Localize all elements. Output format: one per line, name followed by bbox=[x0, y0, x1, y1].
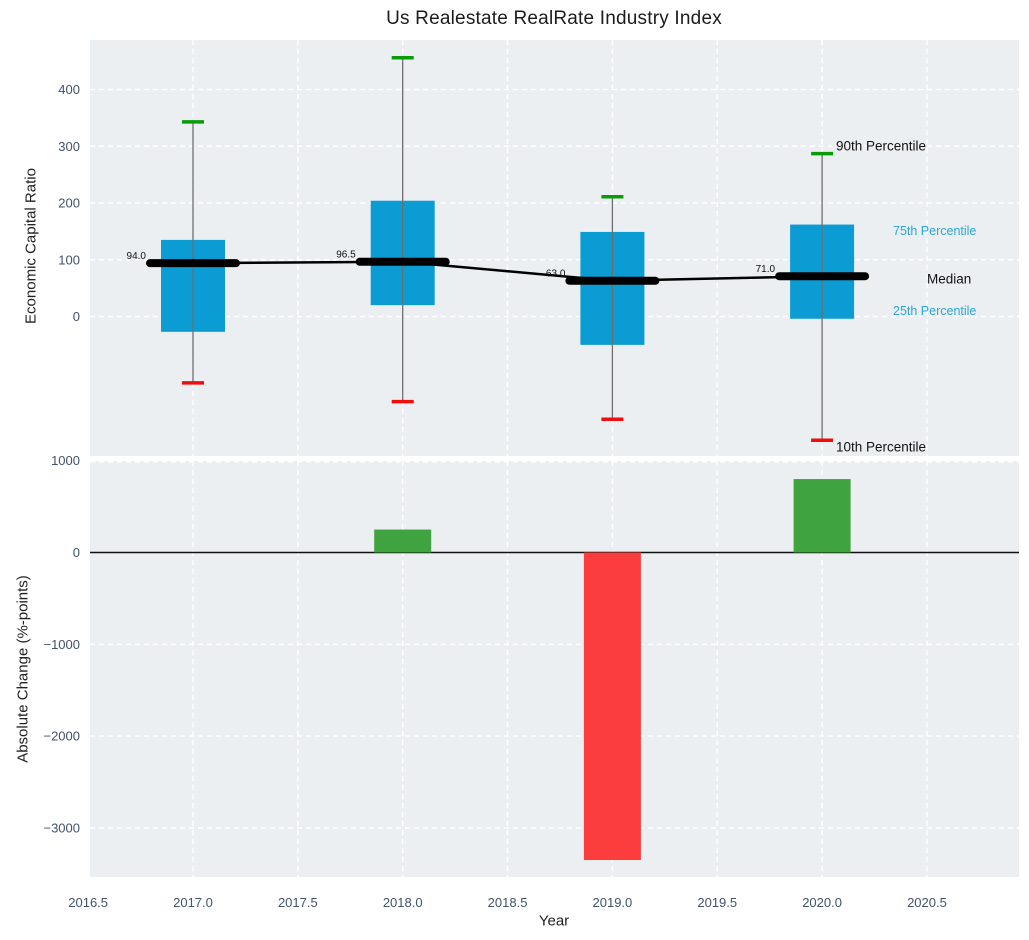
chart-title: Us Realestate RealRate Industry Index bbox=[386, 8, 722, 29]
bottom-plot-background bbox=[90, 461, 1019, 877]
top-plot-background bbox=[90, 40, 1019, 456]
x-tick-label: 2017.0 bbox=[173, 895, 213, 910]
x-tick-label: 2020.5 bbox=[907, 895, 947, 910]
x-tick-label: 2018.0 bbox=[383, 895, 423, 910]
y-tick-label-bottom: 1000 bbox=[51, 453, 80, 468]
y-tick-label-top: 0 bbox=[73, 309, 80, 324]
annotation-median: Median bbox=[927, 271, 972, 287]
y-tick-label-top: 400 bbox=[58, 82, 80, 97]
x-tick-label: 2017.5 bbox=[278, 895, 318, 910]
x-tick-label: 2019.0 bbox=[593, 895, 633, 910]
annotation-75th-percentile: 75th Percentile bbox=[893, 224, 977, 238]
y-tick-label-bottom: −1000 bbox=[43, 637, 80, 652]
median-value-label-2020: 71.0 bbox=[756, 264, 776, 275]
y-tick-label-top: 200 bbox=[58, 196, 80, 211]
y-tick-label-top: 300 bbox=[58, 139, 80, 154]
bar-2019 bbox=[583, 552, 641, 861]
bar-2020 bbox=[793, 479, 851, 553]
x-tick-label: 2018.5 bbox=[488, 895, 528, 910]
annotation-90th-percentile: 90th Percentile bbox=[836, 138, 927, 154]
y-axis-label-top: Economic Capital Ratio bbox=[22, 168, 40, 324]
bar-2018 bbox=[374, 529, 432, 553]
x-tick-label: 2019.5 bbox=[697, 895, 737, 910]
y-tick-label-top: 100 bbox=[58, 252, 80, 267]
y-axis-label-bottom: Absolute Change (%-points) bbox=[14, 575, 32, 763]
annotation-10th-percentile: 10th Percentile bbox=[836, 439, 927, 455]
x-tick-label: 2020.0 bbox=[802, 895, 842, 910]
x-axis-label: Year bbox=[538, 912, 570, 930]
y-tick-label-bottom: −3000 bbox=[43, 820, 80, 835]
median-value-label-2018: 96.5 bbox=[336, 250, 356, 261]
x-tick-label: 2016.5 bbox=[68, 895, 108, 910]
y-tick-label-bottom: −2000 bbox=[43, 729, 80, 744]
y-tick-label-bottom: 0 bbox=[73, 545, 80, 560]
median-connector-line bbox=[192, 260, 823, 282]
median-value-label-2019: 63.0 bbox=[546, 269, 566, 280]
median-value-label-2017: 94.0 bbox=[127, 251, 147, 262]
annotation-25th-percentile: 25th Percentile bbox=[893, 304, 977, 318]
